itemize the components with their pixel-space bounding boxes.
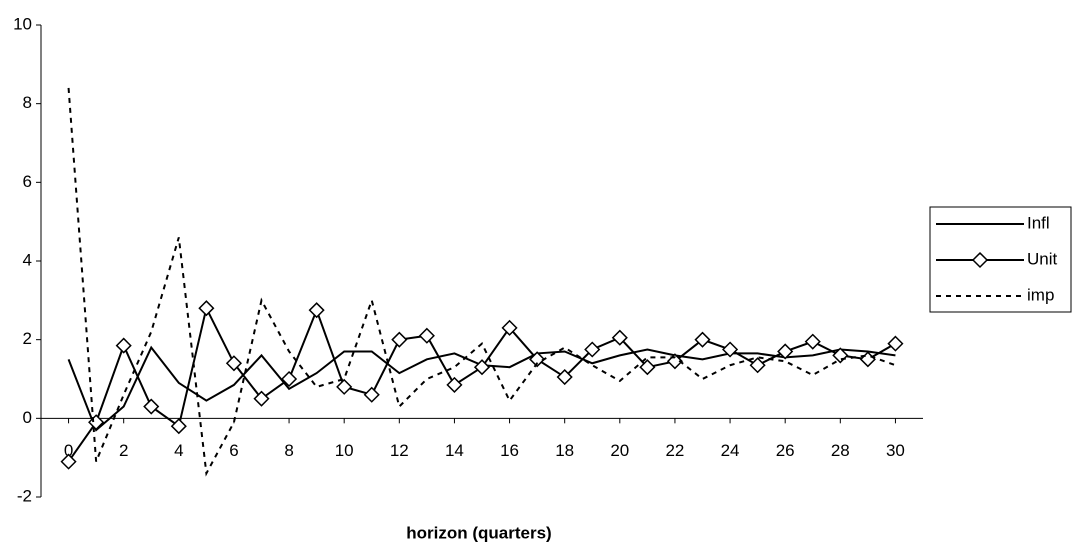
point-marker (859, 351, 876, 368)
series-line (67, 305, 896, 463)
point-marker (887, 335, 904, 352)
y-tick-label: 6 (23, 172, 32, 191)
x-tick-label: 30 (886, 441, 905, 460)
point-marker (60, 453, 77, 470)
x-tick-label: 2 (119, 441, 128, 460)
point-marker (556, 368, 573, 386)
x-tick-label: 18 (555, 441, 574, 460)
point-marker (363, 386, 380, 403)
point-marker (694, 331, 711, 348)
point-marker (722, 341, 739, 358)
x-tick-label: 6 (229, 441, 238, 460)
legend-label: Infl (1027, 213, 1050, 232)
point-marker (225, 355, 242, 372)
y-tick-label: -2 (17, 486, 32, 505)
legend-label: Unit (1027, 249, 1058, 268)
point-marker (170, 418, 187, 435)
point-marker (777, 343, 794, 360)
x-tick-label: 26 (776, 441, 795, 460)
x-tick-label: 14 (445, 441, 464, 460)
point-marker (308, 302, 325, 319)
point-marker (473, 359, 491, 376)
point-marker (529, 351, 546, 368)
x-tick-label: 24 (721, 441, 740, 460)
point-marker (253, 390, 270, 407)
point-marker (611, 329, 628, 346)
y-tick-label: 4 (23, 250, 32, 269)
x-tick-label: 0 (64, 441, 73, 460)
x-tick-label: 22 (665, 441, 684, 460)
point-marker (143, 398, 160, 415)
legend-label: imp (1027, 285, 1054, 304)
x-tick-label: 16 (500, 441, 519, 460)
point-marker (391, 331, 408, 348)
x-tick-label: 20 (610, 441, 629, 460)
point-marker (804, 333, 821, 350)
point-marker (418, 327, 435, 344)
point-marker (584, 341, 601, 358)
point-marker (501, 319, 518, 336)
point-marker (832, 347, 849, 364)
x-tick-label: 12 (390, 441, 409, 460)
legend-marker (971, 251, 989, 269)
point-marker (198, 300, 215, 317)
x-tick-label: 28 (831, 441, 850, 460)
y-tick-label: 8 (23, 93, 32, 112)
point-marker (639, 359, 656, 376)
x-tick-label: 4 (174, 441, 183, 460)
y-tick-label: 0 (23, 408, 32, 427)
x-axis-label: horizon (quarters) (406, 523, 551, 542)
point-marker (115, 337, 132, 354)
series-line (67, 87, 896, 477)
x-tick-label: 10 (335, 441, 354, 460)
point-marker (281, 370, 298, 388)
point-marker (749, 357, 766, 374)
y-tick-label: 2 (23, 329, 32, 348)
x-tick-label: 8 (284, 441, 293, 460)
y-tick-label: 10 (13, 14, 32, 33)
point-marker (336, 378, 353, 395)
point-marker (446, 376, 463, 393)
